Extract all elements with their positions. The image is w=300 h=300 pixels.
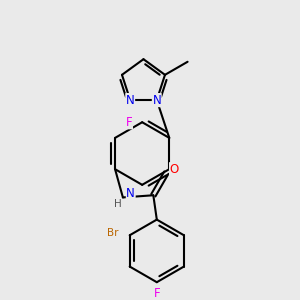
Text: O: O (169, 163, 179, 176)
Text: N: N (126, 188, 135, 200)
Text: Br: Br (106, 228, 118, 238)
Text: F: F (154, 287, 160, 300)
Text: N: N (152, 94, 161, 106)
Text: H: H (114, 199, 122, 209)
Text: F: F (126, 116, 132, 129)
Text: N: N (126, 94, 135, 106)
